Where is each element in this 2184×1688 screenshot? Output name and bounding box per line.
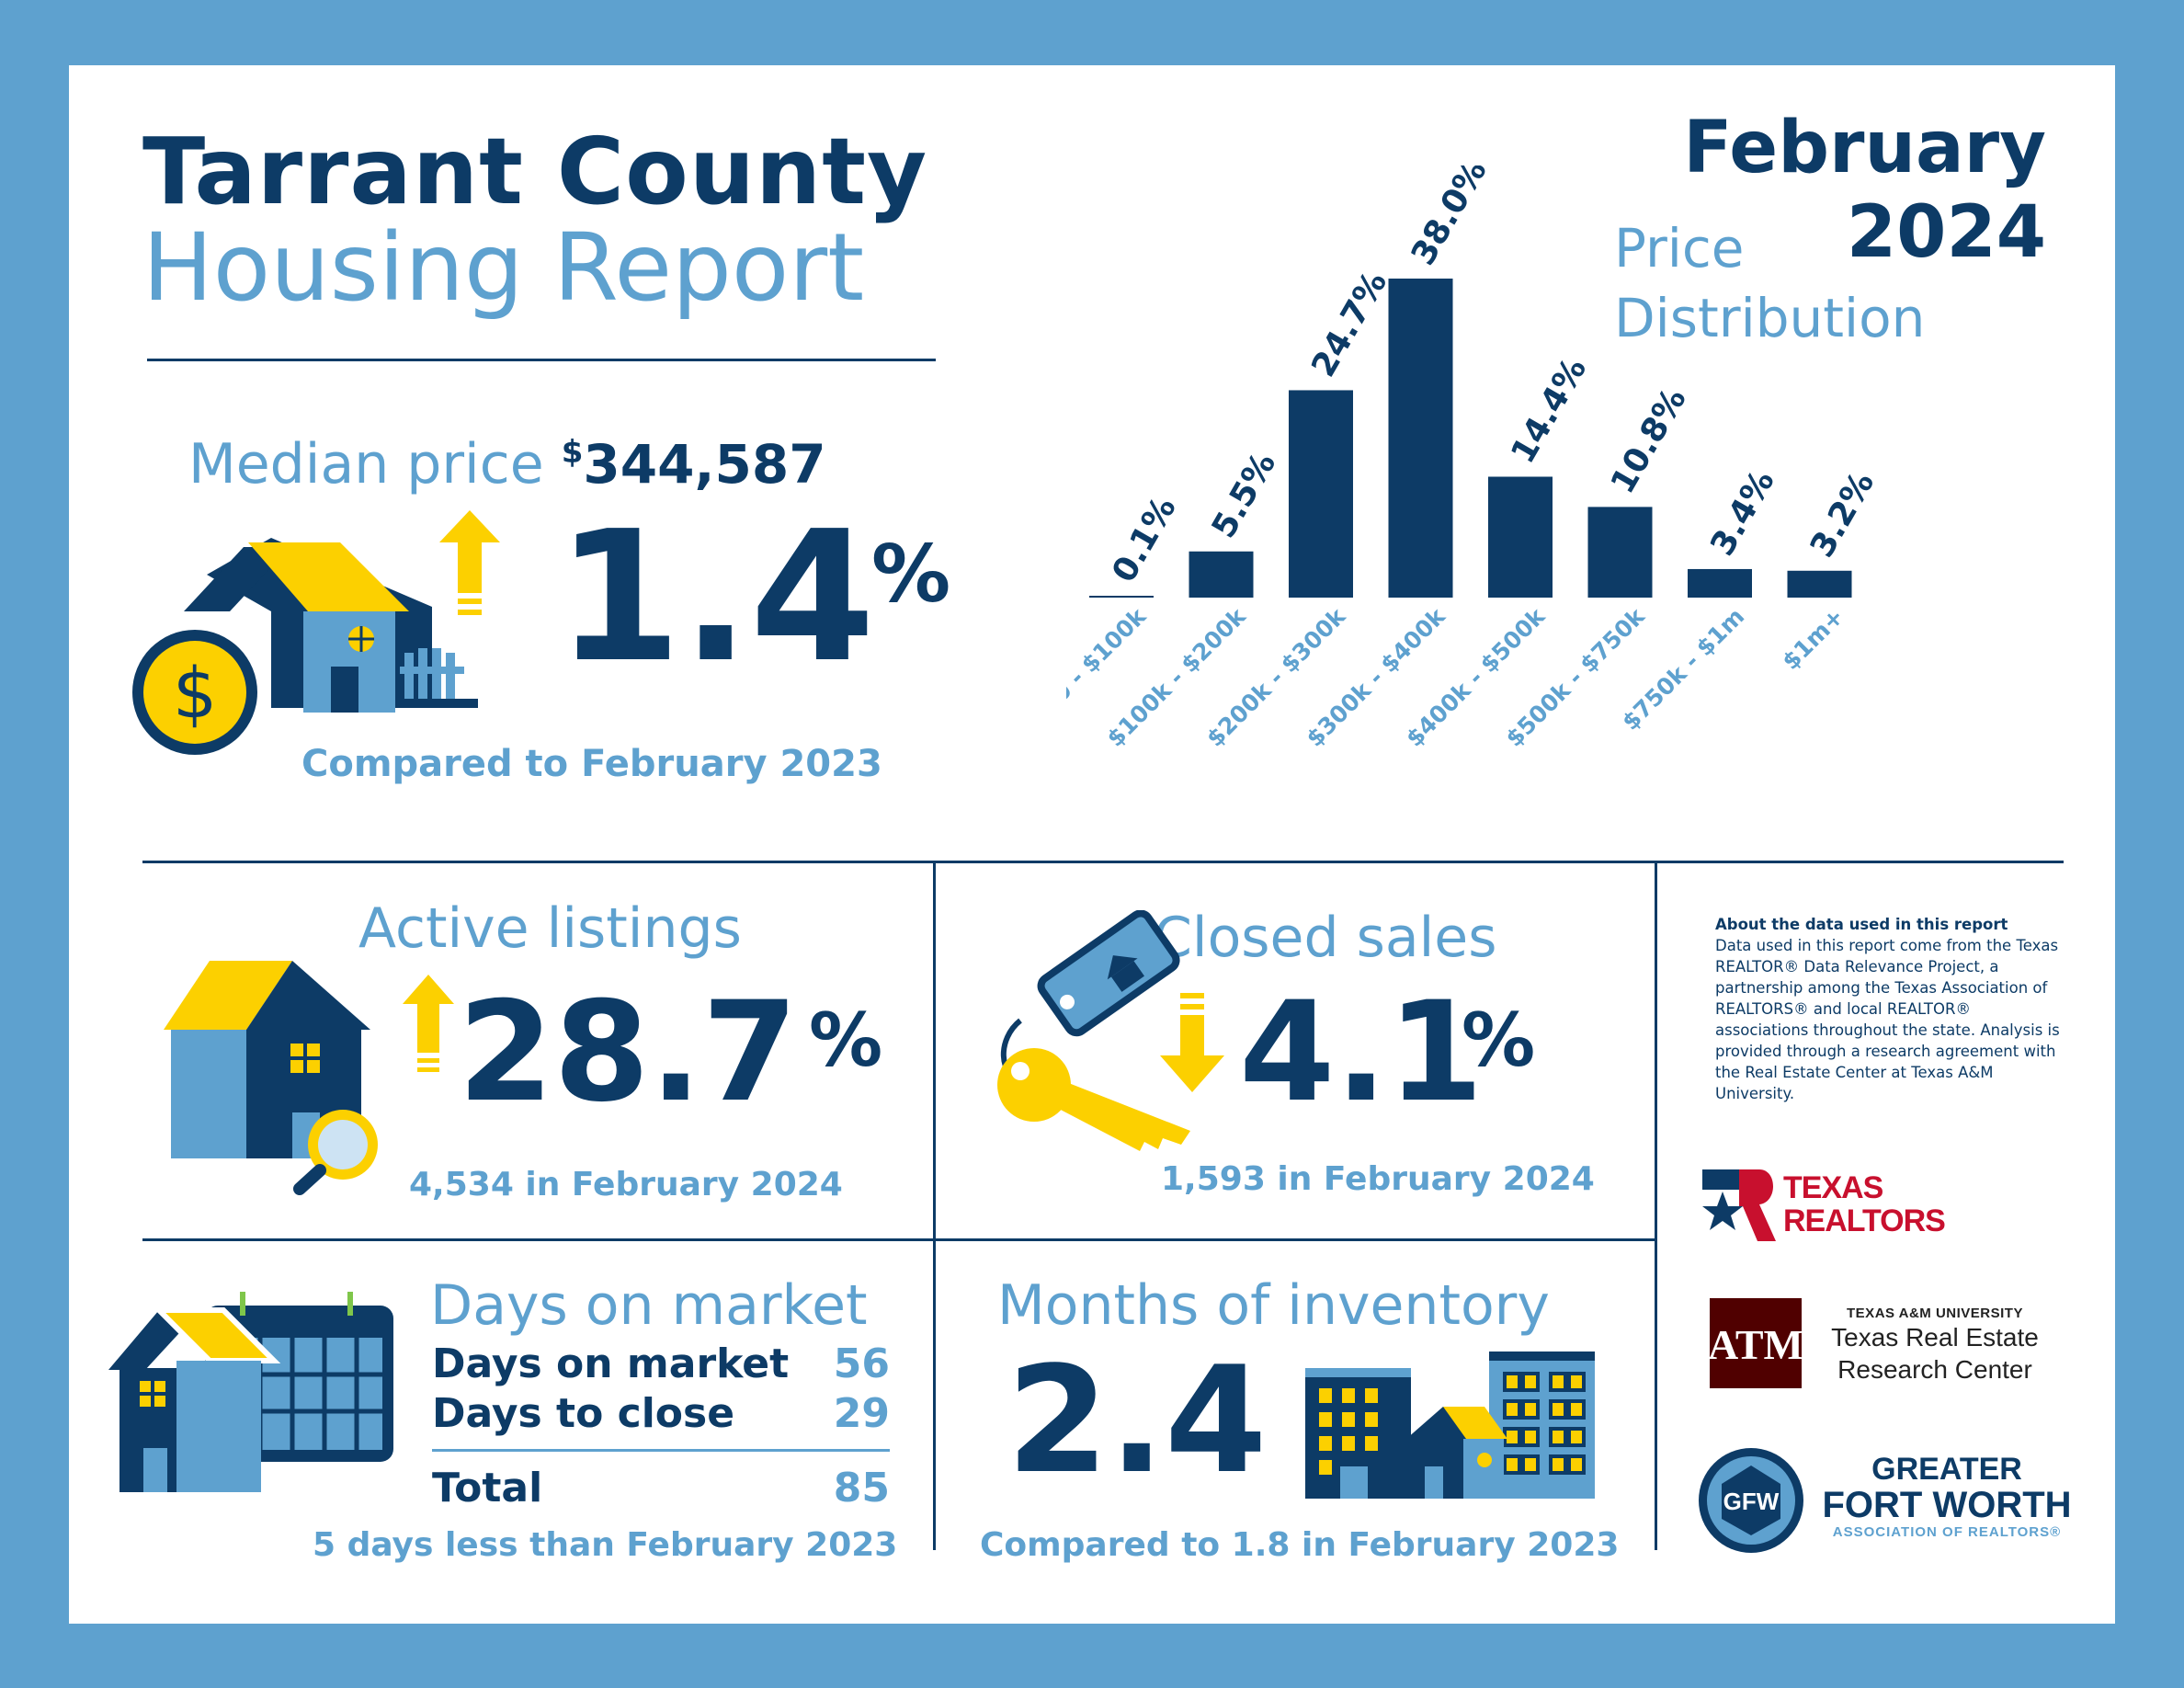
days-row: Days on market 56 xyxy=(432,1340,890,1390)
category-label-7: $1m+ xyxy=(1777,603,1848,675)
days-on-market-row-label: Days on market xyxy=(432,1340,790,1387)
inventory-compare: Compared to 1.8 in February 2023 xyxy=(980,1526,1620,1564)
days-table: Days on market 56 Days to close 29 Total… xyxy=(432,1340,890,1514)
active-change-pct-sign: % xyxy=(809,998,883,1083)
median-change-pct-sign: % xyxy=(871,529,951,621)
texas-realtors-line2: REALTORS xyxy=(1783,1203,1946,1238)
calendar-house-icon xyxy=(108,1292,393,1492)
days-on-market-row-value: 56 xyxy=(833,1340,890,1387)
price-distribution-title-line1: Price xyxy=(1614,217,1745,279)
bar-7 xyxy=(1787,570,1852,598)
bar-value-label-7: 3.2% xyxy=(1803,465,1875,564)
active-listings-label: Active listings xyxy=(358,896,742,961)
closed-change-value: 4.1 xyxy=(1239,973,1484,1133)
svg-text:ATM: ATM xyxy=(1710,1321,1802,1368)
bar-6 xyxy=(1688,568,1752,598)
texas-realtors-line1: TEXAS xyxy=(1783,1170,1883,1205)
down-arrow-icon xyxy=(1160,993,1224,1092)
bar-value-label-4: 14.4% xyxy=(1504,351,1594,470)
days-total-row: Total 85 xyxy=(432,1465,890,1514)
texas-realtors-wordmark: TEXAS REALTORS xyxy=(1783,1170,1946,1238)
title-county: Tarrant County xyxy=(142,118,928,225)
bar-value-label-5: 10.8% xyxy=(1604,382,1694,500)
tamu-center-line2: Research Center xyxy=(1837,1355,2032,1384)
report-month: February xyxy=(1683,107,2046,189)
bar-value-label-1: 5.5% xyxy=(1205,446,1283,544)
days-on-market-title: Days on market xyxy=(430,1273,868,1338)
bar-value-label-3: 38.0% xyxy=(1405,165,1495,272)
bar-5 xyxy=(1587,507,1653,598)
active-detail: 4,534 in February 2024 xyxy=(409,1166,843,1203)
months-inventory-value: 2.4 xyxy=(1007,1334,1268,1506)
price-distribution-title-line2: Distribution xyxy=(1614,287,1926,349)
bar-3 xyxy=(1388,279,1453,598)
days-total-value: 85 xyxy=(833,1465,890,1511)
gfw-wordmark: GREATER FORT WORTH ASSOCIATION OF REALTO… xyxy=(1814,1453,2080,1540)
gfw-line3: ASSOCIATION OF REALTORS® xyxy=(1832,1524,2062,1540)
median-compare: Compared to February 2023 xyxy=(301,743,882,785)
price-tag-key-icon xyxy=(997,910,1190,1151)
texas-realtors-emblem-icon xyxy=(1702,1169,1776,1241)
about-data: About the data used in this report Data … xyxy=(1715,914,2065,1104)
days-to-close-row-label: Days to close xyxy=(432,1390,735,1437)
column-divider-left xyxy=(933,861,936,1550)
house-with-coin-icon: $ xyxy=(132,538,478,755)
svg-text:$: $ xyxy=(173,652,217,734)
bar-0 xyxy=(1089,596,1154,598)
tamu-center-line1: Texas Real Estate xyxy=(1831,1323,2039,1352)
bar-2 xyxy=(1289,390,1353,598)
up-arrow-icon xyxy=(439,510,500,615)
days-row: Days to close 29 xyxy=(432,1390,890,1440)
days-total-divider xyxy=(432,1449,890,1452)
median-price-value: 344,587 xyxy=(583,433,826,496)
report-date: February 2024 xyxy=(1683,106,2046,275)
gfw-emblem-icon: GFW xyxy=(1699,1448,1803,1553)
active-change-value: 28.7 xyxy=(458,973,799,1133)
days-total-label: Total xyxy=(432,1465,543,1511)
house-search-icon xyxy=(164,961,378,1195)
tamu-university: TEXAS A&M UNIVERSITY xyxy=(1847,1306,2023,1321)
median-change-value: 1.4 xyxy=(556,493,876,702)
gfw-line1: GREATER xyxy=(1871,1452,2022,1487)
title-divider xyxy=(147,359,936,361)
about-heading: About the data used in this report xyxy=(1715,916,2008,933)
about-body: Data used in this report come from the T… xyxy=(1715,937,2060,1102)
bar-value-label-2: 24.7% xyxy=(1304,265,1394,383)
closed-change-pct-sign: % xyxy=(1462,998,1536,1083)
tamu-logo: ATM TEXAS A&M UNIVERSITY Texas Real Esta… xyxy=(1710,1298,2059,1390)
median-currency: $ xyxy=(561,434,584,471)
column-divider-right xyxy=(1655,861,1657,1550)
price-distribution-title: Price Distribution xyxy=(1614,213,1925,353)
median-price-label: Median price xyxy=(188,432,544,496)
bar-1 xyxy=(1189,551,1254,598)
title-report: Housing Report xyxy=(142,213,865,323)
up-arrow-icon xyxy=(403,975,454,1072)
gfw-logo: GFW GREATER FORT WORTH ASSOCIATION OF RE… xyxy=(1696,1445,2082,1556)
gfw-line2: FORT WORTH xyxy=(1822,1485,2072,1525)
median-price-line: Median price $344,587 xyxy=(188,432,826,496)
days-compare: 5 days less than February 2023 xyxy=(313,1526,898,1564)
closed-sales-label: Closed sales xyxy=(1154,906,1497,970)
section-divider-top xyxy=(142,861,2064,863)
closed-detail: 1,593 in February 2024 xyxy=(1161,1160,1595,1198)
svg-text:GFW: GFW xyxy=(1723,1488,1780,1515)
bar-value-label-0: 0.1% xyxy=(1105,491,1183,589)
city-buildings-icon xyxy=(1305,1352,1595,1499)
report-year: 2024 xyxy=(1846,191,2046,274)
months-inventory-title: Months of inventory xyxy=(997,1273,1550,1338)
bar-4 xyxy=(1488,476,1553,598)
section-divider-middle xyxy=(142,1238,1655,1241)
tamu-wordmark: TEXAS A&M UNIVERSITY Texas Real Estate R… xyxy=(1815,1306,2054,1386)
bar-value-label-6: 3.4% xyxy=(1703,463,1781,562)
texas-realtors-logo: TEXAS REALTORS xyxy=(1702,1169,1951,1243)
days-to-close-row-value: 29 xyxy=(833,1390,890,1437)
tamu-emblem-icon: ATM xyxy=(1710,1298,1802,1388)
